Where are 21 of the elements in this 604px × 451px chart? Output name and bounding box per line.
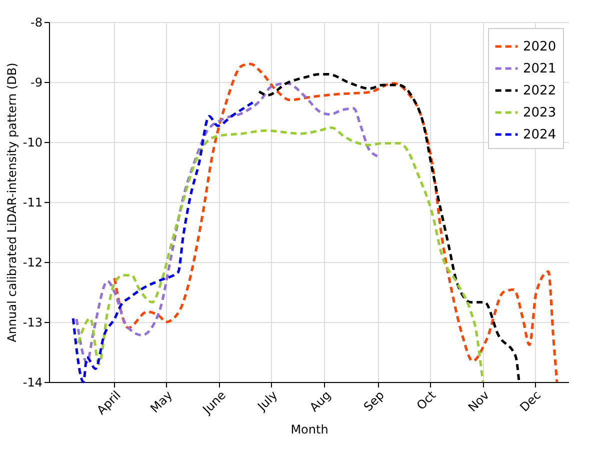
line-series <box>113 62 558 384</box>
x-tick-label: Dec <box>517 388 544 414</box>
legend-label: 2024 <box>523 128 556 142</box>
line-series <box>72 100 256 384</box>
x-tick-label: Sep <box>360 388 387 414</box>
legend-label: 2022 <box>523 84 556 98</box>
y-tick-label: -14 <box>22 376 42 390</box>
legend-label: 2023 <box>523 106 556 120</box>
legend-label: 2021 <box>523 62 556 76</box>
x-axis-title: Month <box>290 422 328 437</box>
y-tick-label: -13 <box>22 316 42 330</box>
line-series <box>77 126 484 384</box>
y-tick-label: -10 <box>22 136 42 150</box>
y-tick-label: -9 <box>30 76 42 90</box>
y-tick-label: -11 <box>22 196 42 210</box>
y-tick-label: -12 <box>22 256 42 270</box>
legend-label: 2020 <box>523 40 556 54</box>
x-tick-label: Nov <box>465 388 492 415</box>
x-tick-label: Oct <box>414 388 439 413</box>
y-tick-label: -8 <box>30 16 42 30</box>
y-axis-title: Annual calibrated LiDAR-intensity pattern (DB) <box>4 62 19 342</box>
